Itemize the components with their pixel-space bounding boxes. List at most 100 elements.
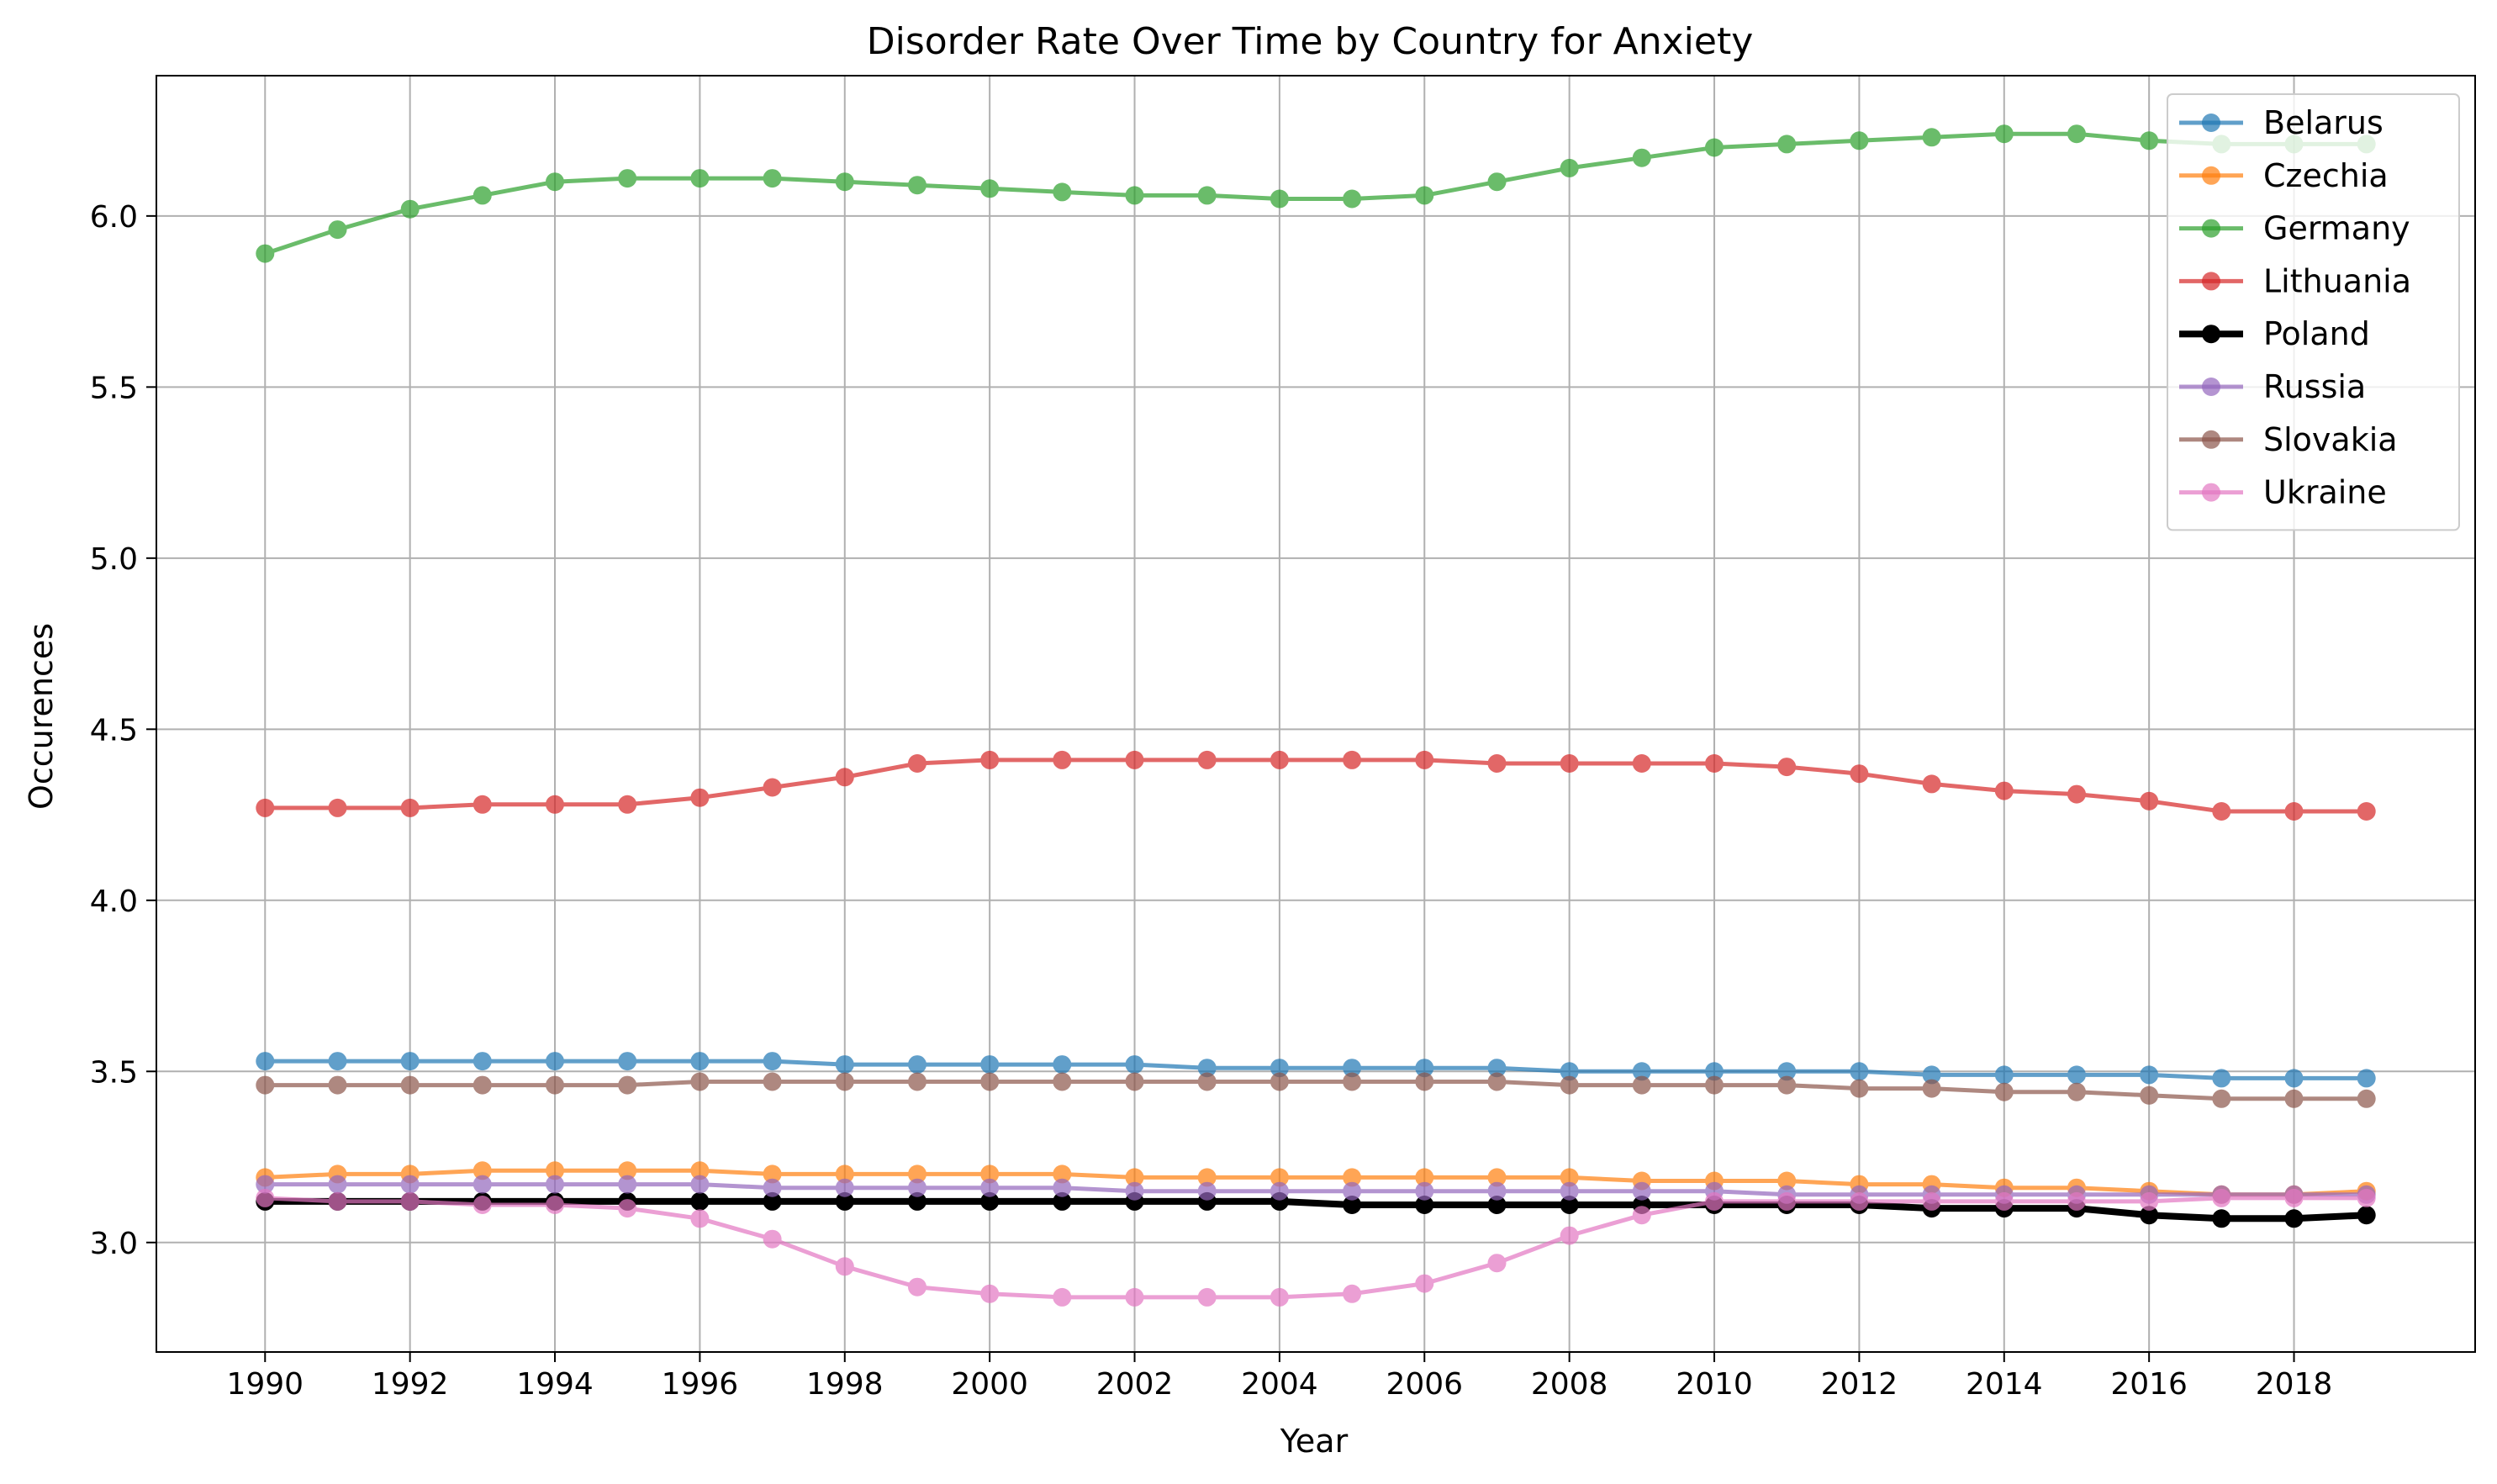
x-tick-label: 2008 bbox=[1531, 1367, 1608, 1402]
data-point bbox=[835, 1191, 854, 1211]
data-point bbox=[1053, 1287, 1072, 1307]
data-point bbox=[908, 754, 926, 773]
y-tick-label: 3.5 bbox=[90, 1055, 138, 1090]
y-axis-label: Occurences bbox=[23, 623, 60, 810]
legend-item-belarus: Belarus bbox=[2179, 104, 2384, 141]
data-point bbox=[1777, 135, 1797, 154]
y-tick-label: 3.0 bbox=[90, 1227, 138, 1261]
series-line bbox=[264, 131, 2367, 256]
legend-label: Ukraine bbox=[2263, 474, 2387, 511]
data-point bbox=[328, 1075, 347, 1095]
legend-label: Slovakia bbox=[2263, 421, 2398, 458]
data-point bbox=[908, 1178, 926, 1197]
data-point bbox=[690, 169, 710, 188]
y-tick-label: 6.0 bbox=[90, 200, 138, 235]
data-point bbox=[2212, 1069, 2231, 1088]
x-tick-label: 1996 bbox=[662, 1367, 739, 1402]
data-point bbox=[1053, 182, 1072, 202]
data-point bbox=[1270, 750, 1289, 769]
data-point bbox=[1415, 186, 1434, 205]
data-point bbox=[1850, 1062, 1869, 1081]
data-point bbox=[1415, 750, 1434, 769]
data-point bbox=[1560, 1196, 1579, 1214]
legend-marker bbox=[2202, 219, 2220, 238]
data-point bbox=[1487, 1059, 1507, 1078]
data-point bbox=[2212, 802, 2231, 821]
data-point bbox=[546, 795, 564, 814]
x-tick-label: 2000 bbox=[951, 1367, 1028, 1402]
data-point bbox=[472, 1175, 492, 1194]
ticks: 1990 1992 1994 1996 1998 2000 2002 2004 2006 2008… bbox=[90, 200, 2333, 1402]
x-tick-label: 2004 bbox=[1241, 1367, 1318, 1402]
data-point bbox=[980, 1072, 1000, 1091]
data-point bbox=[328, 798, 347, 817]
data-point bbox=[1415, 1072, 1434, 1091]
data-point bbox=[1560, 1168, 1579, 1187]
data-point bbox=[618, 1075, 637, 1095]
legend-item-czechia: Czechia bbox=[2179, 157, 2389, 194]
data-point bbox=[2067, 1082, 2086, 1101]
data-point bbox=[1053, 750, 1072, 769]
data-point bbox=[1343, 750, 1362, 769]
series-line bbox=[265, 1059, 2367, 1080]
data-point bbox=[1487, 1196, 1507, 1214]
y-tick-label: 5.0 bbox=[90, 542, 138, 577]
data-point bbox=[1777, 1062, 1797, 1081]
data-point bbox=[1994, 1065, 2014, 1085]
data-point bbox=[1053, 1164, 1072, 1184]
data-point bbox=[328, 1052, 347, 1071]
data-point bbox=[2140, 791, 2159, 811]
y-tick-label: 4.0 bbox=[90, 885, 138, 919]
data-point bbox=[2067, 1065, 2086, 1085]
legend-label: Russia bbox=[2263, 368, 2366, 405]
data-point bbox=[400, 1075, 420, 1095]
data-point bbox=[908, 176, 926, 195]
data-point bbox=[1415, 1168, 1434, 1187]
data-point bbox=[328, 1191, 347, 1211]
data-point bbox=[1197, 1072, 1217, 1091]
data-point bbox=[1415, 1059, 1434, 1078]
x-axis-label: Year bbox=[1280, 1423, 1349, 1460]
data-point bbox=[763, 1191, 782, 1211]
data-point bbox=[1705, 1191, 1724, 1211]
data-point bbox=[763, 1229, 782, 1249]
data-point bbox=[1415, 1181, 1434, 1201]
data-point bbox=[835, 172, 854, 192]
data-point bbox=[2357, 1069, 2376, 1088]
data-point bbox=[1560, 754, 1579, 773]
data-point bbox=[1343, 1196, 1362, 1214]
data-point bbox=[1850, 764, 1869, 784]
data-point bbox=[1632, 754, 1651, 773]
data-point bbox=[690, 1052, 710, 1071]
data-point bbox=[1850, 1191, 1869, 1211]
series-layer bbox=[256, 124, 2376, 1307]
data-point bbox=[835, 1164, 854, 1184]
plot-frame bbox=[156, 75, 2476, 1353]
data-point bbox=[546, 1196, 564, 1214]
data-point bbox=[1994, 781, 2014, 800]
series-slovakia bbox=[256, 1072, 2376, 1108]
series-line bbox=[265, 1197, 2367, 1223]
data-point bbox=[1922, 774, 1941, 794]
x-tick-label: 1992 bbox=[372, 1367, 449, 1402]
data-point bbox=[1343, 1059, 1362, 1078]
data-point bbox=[2067, 124, 2086, 144]
data-point bbox=[2067, 1191, 2086, 1211]
legend-marker bbox=[2202, 378, 2220, 396]
data-point bbox=[1777, 758, 1797, 777]
data-point bbox=[835, 1178, 854, 1197]
data-point bbox=[618, 1199, 637, 1218]
data-point bbox=[1705, 1075, 1724, 1095]
series-belarus bbox=[256, 1052, 2376, 1088]
data-point bbox=[400, 798, 420, 817]
legend-marker bbox=[2202, 483, 2220, 502]
data-point bbox=[1632, 1062, 1651, 1081]
data-point bbox=[690, 1209, 710, 1228]
data-point bbox=[400, 1191, 420, 1211]
data-point bbox=[690, 788, 710, 807]
data-point bbox=[1922, 1191, 1941, 1211]
series-lithuania bbox=[256, 750, 2376, 821]
data-point bbox=[1343, 1168, 1362, 1187]
data-point bbox=[472, 1161, 492, 1180]
data-point bbox=[1270, 189, 1289, 209]
